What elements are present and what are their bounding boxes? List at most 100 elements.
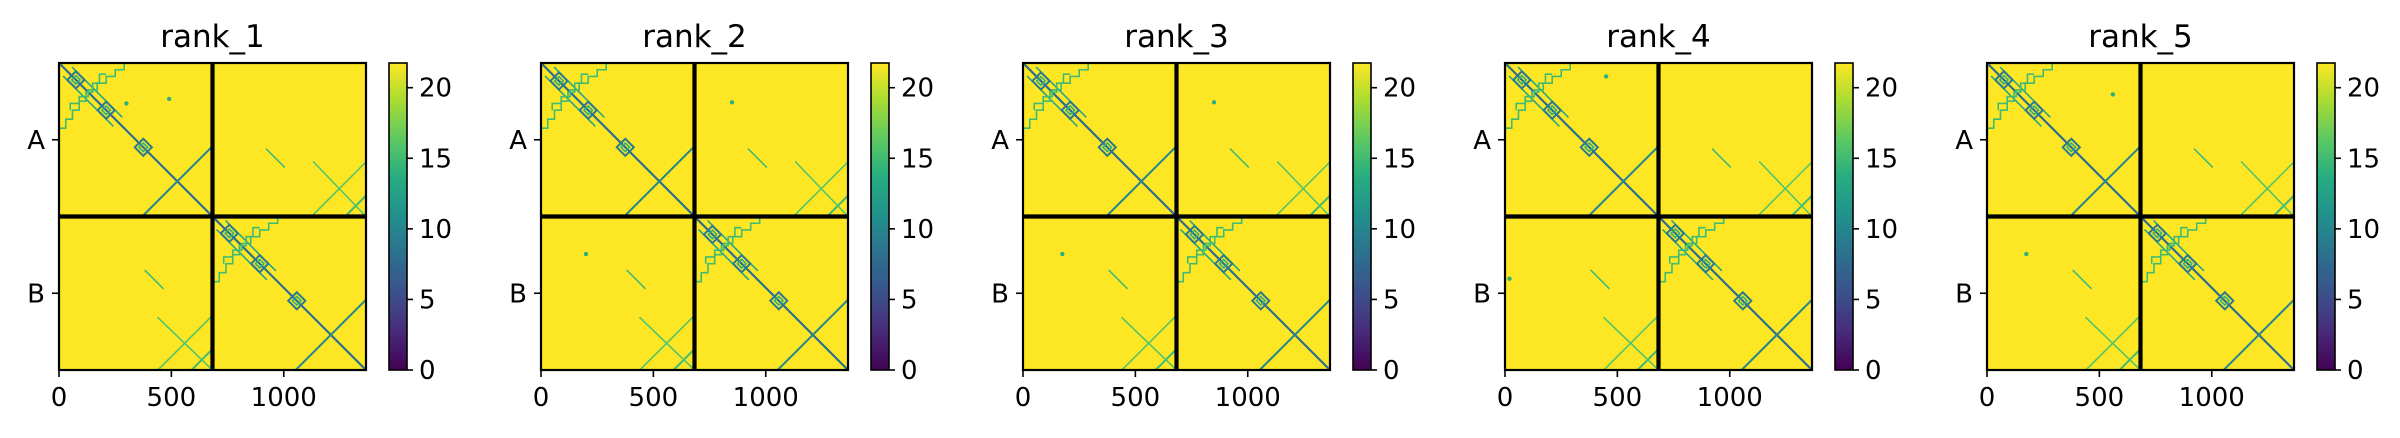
local-diamond-inner (582, 104, 594, 116)
colorbar-frame (1834, 62, 1854, 371)
local-diamond (2177, 253, 2198, 274)
x-tick-label: 0 (1015, 383, 1032, 413)
antidiagonal-strand (623, 145, 696, 218)
local-diamond-inner (137, 141, 149, 153)
x-tick-label: 1000 (1697, 383, 1763, 413)
small-contact (583, 251, 589, 257)
x-tick-label: 0 (1497, 383, 1514, 413)
colorbar (871, 63, 889, 370)
colorbar-tick-label: 0 (2347, 356, 2364, 386)
plot-frame (1021, 61, 1332, 372)
small-contact (1060, 251, 1065, 257)
antidiagonal-strand (776, 298, 848, 370)
local-diamond (2214, 290, 2235, 311)
x-tick-label: 1000 (251, 383, 317, 413)
local-diamond (768, 290, 789, 311)
interchain-diagonal (1276, 161, 1330, 218)
local-diamond-inner (1669, 227, 1681, 239)
local-diamond-inner (1700, 258, 1712, 270)
interchain-diagonal (157, 316, 214, 370)
local-diamond-inner (619, 141, 631, 153)
panel-rank_3: rank_3 0 500 1000 A B 0 5 10 15 20 (991, 19, 1416, 413)
y-tick-label: B (991, 279, 1009, 309)
interchain-short-strand (2072, 269, 2092, 290)
colorbar-tick-label: 10 (1865, 215, 1898, 245)
colorbar-tick-label: 15 (419, 144, 452, 174)
colorbar-tick-label: 20 (1383, 74, 1416, 104)
local-diamond (1993, 69, 2014, 90)
local-diamond (133, 137, 154, 158)
interchain-antidiagonal (2238, 161, 2294, 218)
y-tick-label: B (27, 279, 45, 309)
colorbar-frame (2316, 62, 2336, 371)
local-diamond-inner (1101, 141, 1113, 153)
local-diamond (1542, 100, 1563, 121)
local-diamond (1695, 253, 1716, 274)
staircase-contacts (1997, 63, 2053, 111)
local-diamond (1511, 69, 1532, 90)
local-diamond (286, 290, 307, 311)
local-diamond-inner (1737, 295, 1749, 307)
x-tick-label: 1000 (733, 383, 799, 413)
local-diamond (1213, 253, 1234, 274)
local-diamond-inner (1189, 229, 1200, 240)
interchain-short-strand (1229, 148, 1250, 168)
x-tick-label: 500 (147, 383, 197, 413)
local-diamond-inner (2151, 227, 2163, 239)
y-tick-label: B (509, 279, 527, 309)
colorbar-tick-label: 10 (419, 215, 452, 245)
colorbar-tick-label: 15 (1383, 144, 1416, 174)
small-contact (1211, 100, 1217, 105)
x-tick-label: 0 (533, 383, 550, 413)
colorbar-frame (1352, 62, 1372, 371)
plot-frame (539, 61, 850, 372)
plot-frame (57, 61, 368, 372)
x-tick-label: 0 (51, 383, 68, 413)
staircase-contacts (1033, 63, 1089, 111)
y-tick-label: A (1955, 126, 1973, 156)
local-diamond-inner (2065, 141, 2077, 153)
interchain-short-strand (1590, 269, 1610, 290)
panel-title: rank_2 (642, 19, 747, 55)
local-diamond-inner (100, 104, 112, 116)
interchain-short-strand (1108, 269, 1128, 290)
colorbar-tick-label: 5 (901, 285, 918, 315)
interchain-diagonal (2085, 316, 2142, 370)
small-contact (2024, 251, 2029, 257)
local-diamond (1732, 290, 1753, 311)
panel-title: rank_3 (1124, 19, 1229, 55)
local-diamond (1184, 224, 1205, 245)
colorbar (1353, 63, 1371, 370)
local-diamond (702, 224, 723, 245)
colorbar-tick-label: 10 (901, 215, 934, 245)
plot-frame (1503, 61, 1814, 372)
local-diamond-inner (1546, 104, 1558, 116)
colorbar-tick-label: 0 (901, 356, 918, 386)
local-diamond-inner (1035, 75, 1047, 87)
colorbar-tick-label: 20 (901, 74, 934, 104)
panel-rank_2: rank_2 0 500 1000 A B 0 5 10 15 20 (509, 19, 934, 413)
local-diamond-inner (707, 229, 718, 240)
local-diamond (1097, 137, 1118, 158)
staircase-contacts (222, 216, 279, 264)
interchain-antidiagonal (1274, 161, 1330, 218)
antidiagonal-strand (1258, 298, 1330, 370)
colorbar-tick-label: 0 (1865, 356, 1882, 386)
small-contact (1603, 74, 1609, 79)
colorbar-tick-label: 20 (419, 74, 452, 104)
interchain-diagonal (1758, 161, 1812, 218)
local-diamond-inner (1516, 74, 1528, 86)
colorbar (2317, 63, 2335, 370)
interchain-antidiagonal (310, 161, 366, 218)
local-diamond-inner (1218, 258, 1230, 270)
local-diamond-inner (736, 258, 748, 270)
local-diamond (731, 253, 752, 274)
colorbar-tick-label: 20 (1865, 74, 1898, 104)
local-diamond (2147, 223, 2168, 244)
colorbar-tick-label: 10 (2347, 215, 2380, 245)
interchain-antidiagonal (2085, 314, 2142, 370)
panel-title: rank_4 (1606, 19, 1711, 55)
local-diamond-inner (291, 295, 303, 307)
small-contact (166, 96, 172, 102)
